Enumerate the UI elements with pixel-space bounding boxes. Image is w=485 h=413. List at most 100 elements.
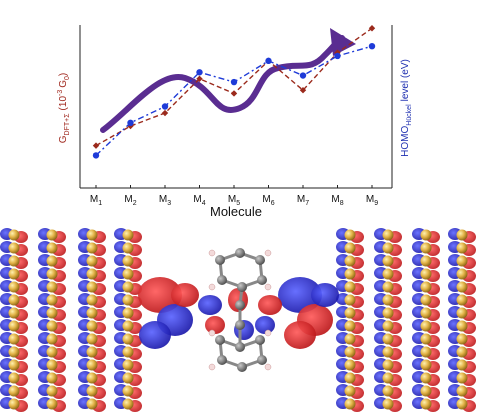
gold-atom [420, 385, 432, 397]
x-tick-label: M1 [90, 194, 102, 207]
gold-atom [46, 268, 58, 280]
gold-atom [122, 242, 134, 254]
carbon-atom [235, 300, 245, 310]
junction-orbital-lobes [138, 277, 339, 349]
x-tick-label: M3 [159, 194, 171, 207]
gold-atom [420, 294, 432, 306]
gold-atom [86, 268, 98, 280]
x-tick-label: M6 [262, 194, 274, 207]
hydrogen-atom [208, 249, 216, 257]
orbital-lobe-red [284, 321, 316, 349]
gold-atom [46, 385, 58, 397]
series-2-point [299, 72, 307, 79]
orbital-lobe-red [138, 277, 182, 313]
gold-atom [344, 398, 356, 410]
x-tick-label: M4 [193, 194, 205, 207]
gold-atom [382, 320, 394, 332]
hydrogen-atom [264, 283, 272, 291]
gold-atom [344, 229, 356, 241]
hydrogen-atom [264, 329, 272, 337]
series-1-point [161, 109, 169, 117]
gold-atom [456, 229, 468, 241]
gold-atom [382, 268, 394, 280]
gold-atom [456, 242, 468, 254]
gold-atom [46, 229, 58, 241]
gold-atom [344, 242, 356, 254]
series-2-point [265, 57, 272, 65]
gold-atom [344, 281, 356, 293]
gold-atom [382, 281, 394, 293]
x-tick-label: M9 [366, 194, 378, 207]
gold-atom [456, 320, 468, 332]
gold-atom [8, 333, 20, 345]
isosurface-rendering [0, 228, 476, 412]
left-gold-electrode [0, 228, 142, 412]
gold-atom [420, 255, 432, 267]
carbon-atom [235, 342, 245, 352]
series-2-point [334, 52, 341, 60]
gold-atom [456, 372, 468, 384]
series-2-point [161, 103, 169, 110]
orbital-lobe-blue [255, 316, 275, 334]
carbon-atom [237, 282, 247, 292]
series-1-point [92, 142, 100, 149]
gold-atom [456, 398, 468, 410]
gold-atom [382, 333, 394, 345]
gold-atom [382, 307, 394, 319]
carbon-atom [235, 320, 245, 330]
y-axis-right-title: HOMOHückellevel (eV) [400, 59, 413, 157]
gold-atom [456, 255, 468, 267]
carbon-atom [217, 275, 227, 285]
hydrogen-atom [264, 363, 272, 371]
x-tick-label: M2 [124, 194, 136, 207]
gold-atom [382, 255, 394, 267]
gold-atom [382, 372, 394, 384]
x-tick-label: M8 [331, 194, 343, 207]
carbon-atom [237, 362, 247, 372]
orbital-lobe-red [205, 316, 225, 334]
gold-atom [382, 346, 394, 358]
gold-atom [344, 372, 356, 384]
gold-atom [122, 307, 134, 319]
series-1-point [230, 90, 238, 97]
y-axis-left-title: GDFT+Σ(10-3G0) [57, 73, 71, 144]
orbital-lobe-blue [139, 321, 171, 349]
series-2-point [92, 152, 100, 159]
gold-atom [382, 398, 394, 410]
gold-atom [86, 255, 98, 267]
gold-atom [456, 307, 468, 319]
trend-arrow [100, 28, 356, 133]
gold-atom [122, 346, 134, 358]
gold-atom [344, 307, 356, 319]
gold-atom [86, 242, 98, 254]
gold-atom [8, 294, 20, 306]
gold-atom [8, 385, 20, 397]
gold-atom [86, 359, 98, 371]
gold-atom [8, 320, 20, 332]
gold-atom [456, 268, 468, 280]
gold-atom [456, 359, 468, 371]
series-1-point [299, 87, 307, 94]
conductance-homo-chart: M1 M2 M3 M4 M5 M6 M7 M8 M9 Molecule GDFT+Σ(10-3G… [57, 25, 413, 219]
gold-atom [8, 307, 20, 319]
gold-atom [382, 359, 394, 371]
gold-atom [344, 346, 356, 358]
gold-atom [420, 346, 432, 358]
gold-atom [420, 281, 432, 293]
series-1-point [127, 122, 134, 130]
gold-atom [46, 359, 58, 371]
x-tick-label: M5 [228, 194, 240, 207]
gold-atom [46, 255, 58, 267]
gold-atom [122, 359, 134, 371]
gold-atom [420, 268, 432, 280]
gold-atom [86, 346, 98, 358]
gold-atom [86, 229, 98, 241]
gold-atom [420, 333, 432, 345]
right-gold-electrode [336, 228, 476, 412]
gold-atom [344, 320, 356, 332]
gold-atom [122, 333, 134, 345]
gold-atom [46, 333, 58, 345]
hydrogen-atom [208, 283, 216, 291]
gold-atom [344, 255, 356, 267]
gold-atom [382, 385, 394, 397]
